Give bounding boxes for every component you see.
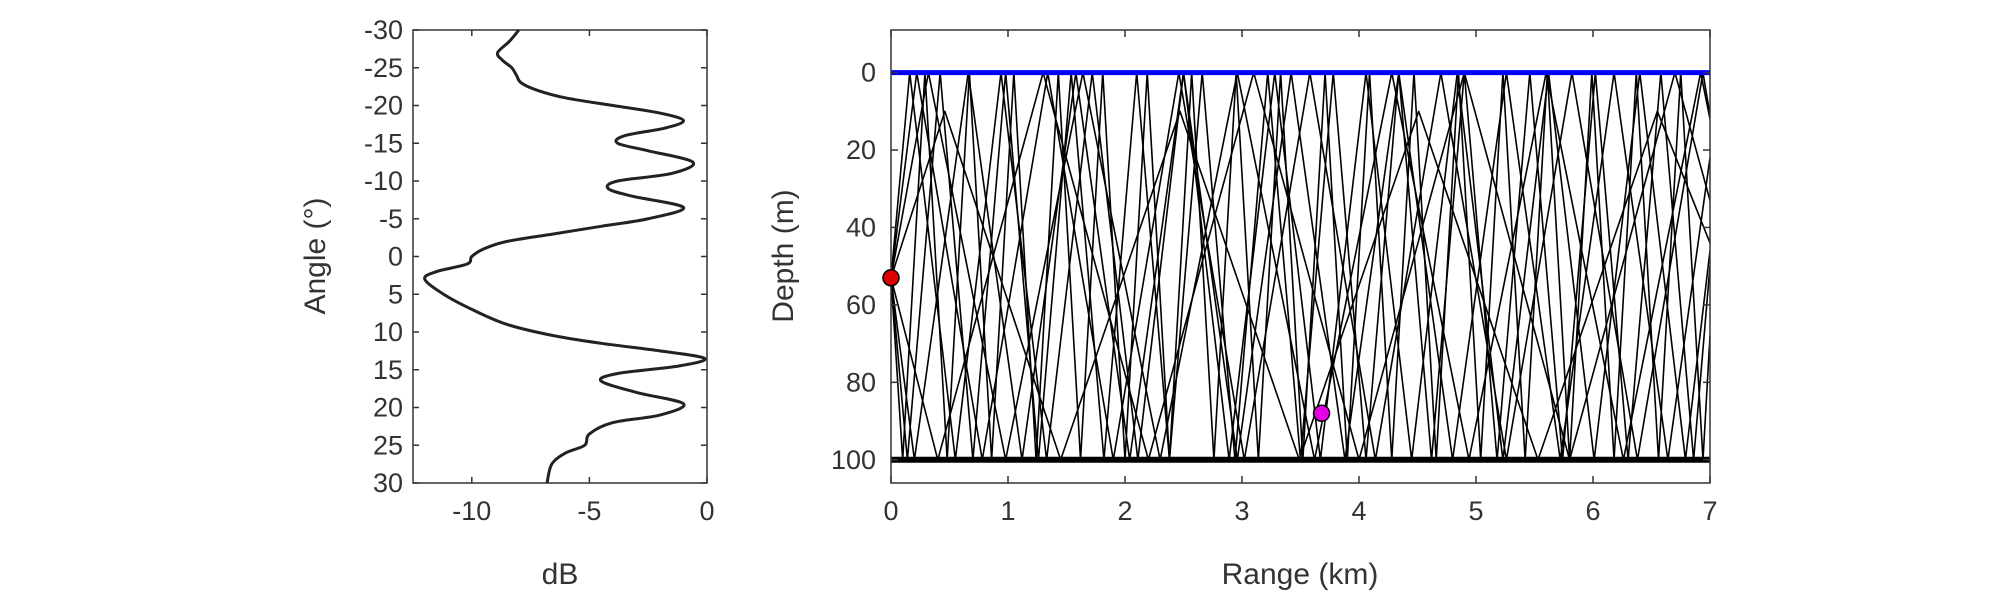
beam-pattern-y-tick-labels: -30 -25 -20 -15 -10 -5 0 5 10 15 20 25 30: [364, 15, 403, 498]
ray-trace-panel: 0 1 2 3 4 5 6 7 0 20 40 60 80 100 Range (km) Depth (…: [767, 29, 1718, 591]
beam-pattern-x-tick-label: -10: [452, 496, 491, 526]
ray-path: [891, 71, 1710, 461]
beam-pattern-y-tick-label: 25: [373, 430, 403, 460]
beam-pattern-x-tick-label: 0: [699, 496, 714, 526]
ray-trace-y-tick-label: 0: [861, 58, 876, 88]
beam-pattern-y-axis-title: Angle (°): [299, 197, 332, 314]
beam-pattern-y-tick-label: -10: [364, 166, 403, 196]
beam-pattern-y-tick-label: 10: [373, 317, 403, 347]
source-marker: [882, 269, 900, 287]
beam-pattern-x-tick-labels: -10 -5 0: [452, 496, 714, 526]
ray-trace-x-tick-label: 0: [883, 496, 898, 526]
beam-pattern-y-tick-label: 30: [373, 468, 403, 498]
ray-trace-x-tick-label: 4: [1351, 496, 1366, 526]
beam-pattern-x-tick-label: -5: [577, 496, 601, 526]
receiver-marker: [1312, 404, 1331, 423]
beam-pattern-y-tick-label: -30: [364, 15, 403, 45]
ray-trace-tick-marks: [890, 30, 1711, 483]
beam-pattern-y-tick-label: -5: [379, 204, 403, 234]
beam-pattern-y-tick-label: 20: [373, 393, 403, 423]
ray-trace-y-tick-labels: 0 20 40 60 80 100: [831, 58, 876, 475]
beam-pattern-y-tick-label: 0: [388, 242, 403, 272]
ray-trace-axes-frame: [890, 29, 1711, 484]
beam-pattern-tick-marks: [413, 29, 708, 484]
beam-pattern-y-tick-label: -20: [364, 91, 403, 121]
beam-pattern-x-axis-title: dB: [542, 558, 579, 591]
ray-trace-x-tick-label: 6: [1585, 496, 1600, 526]
ray-trace-x-tick-label: 5: [1468, 496, 1483, 526]
ray-trace-x-tick-labels: 0 1 2 3 4 5 6 7: [883, 496, 1717, 526]
ray-trace-y-tick-label: 60: [846, 290, 876, 320]
ray-trace-y-tick-label: 20: [846, 135, 876, 165]
ray-trace-y-axis-title: Depth (m): [767, 189, 800, 322]
beam-pattern-y-tick-label: -25: [364, 53, 403, 83]
ray-trace-x-tick-label: 3: [1234, 496, 1249, 526]
ray-trace-x-tick-label: 1: [1000, 496, 1015, 526]
ray-trace-x-tick-label: 7: [1702, 496, 1717, 526]
beam-pattern-y-tick-label: -15: [364, 128, 403, 158]
ray-trace-y-tick-label: 40: [846, 212, 876, 242]
beam-pattern-y-tick-label: 5: [388, 279, 403, 309]
beam-pattern-y-tick-label: 15: [373, 355, 403, 385]
ray-trace-y-tick-label: 80: [846, 367, 876, 397]
ray-trace-y-tick-label: 100: [831, 445, 876, 475]
beam-pattern-curve: [423, 29, 707, 484]
ray-trace-x-axis-title: Range (km): [1222, 558, 1379, 591]
ray-trace-x-tick-label: 2: [1117, 496, 1132, 526]
